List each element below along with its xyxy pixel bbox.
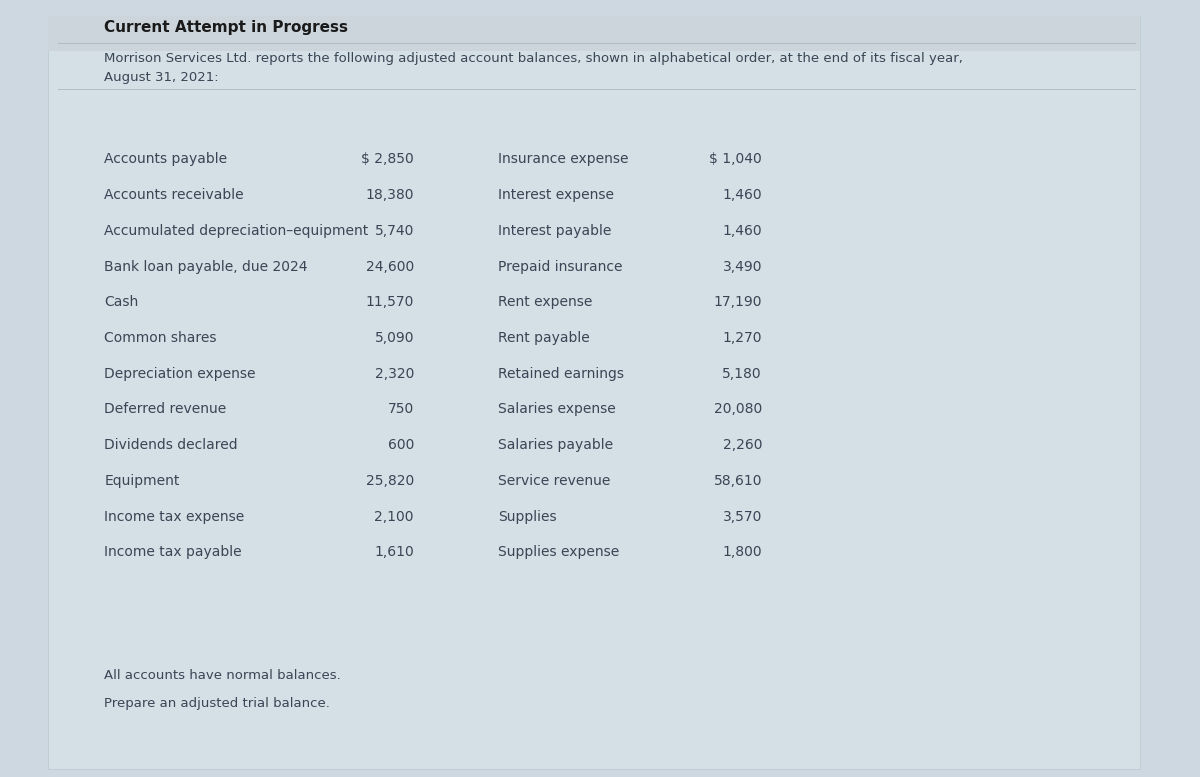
Text: Accounts payable: Accounts payable: [104, 152, 228, 166]
Text: Deferred revenue: Deferred revenue: [104, 402, 227, 416]
Text: 2,260: 2,260: [722, 438, 762, 452]
Text: Prepaid insurance: Prepaid insurance: [498, 260, 623, 274]
Text: 3,570: 3,570: [722, 510, 762, 524]
Text: Salaries expense: Salaries expense: [498, 402, 616, 416]
Text: Income tax payable: Income tax payable: [104, 545, 242, 559]
Text: Service revenue: Service revenue: [498, 474, 611, 488]
Text: 20,080: 20,080: [714, 402, 762, 416]
Text: August 31, 2021:: August 31, 2021:: [104, 71, 220, 84]
Text: Insurance expense: Insurance expense: [498, 152, 629, 166]
Text: 1,800: 1,800: [722, 545, 762, 559]
Text: 25,820: 25,820: [366, 474, 414, 488]
Text: 600: 600: [388, 438, 414, 452]
FancyBboxPatch shape: [48, 16, 1140, 769]
Text: Morrison Services Ltd. reports the following adjusted account balances, shown in: Morrison Services Ltd. reports the follo…: [104, 52, 964, 64]
Text: Cash: Cash: [104, 295, 139, 309]
Text: Equipment: Equipment: [104, 474, 180, 488]
Text: Supplies: Supplies: [498, 510, 557, 524]
Text: Accounts receivable: Accounts receivable: [104, 188, 244, 202]
Text: Retained earnings: Retained earnings: [498, 367, 624, 381]
Text: Interest payable: Interest payable: [498, 224, 611, 238]
Text: 5,090: 5,090: [374, 331, 414, 345]
Text: 1,460: 1,460: [722, 224, 762, 238]
Text: Rent expense: Rent expense: [498, 295, 593, 309]
Text: 58,610: 58,610: [714, 474, 762, 488]
Text: Salaries payable: Salaries payable: [498, 438, 613, 452]
Text: 24,600: 24,600: [366, 260, 414, 274]
Text: Supplies expense: Supplies expense: [498, 545, 619, 559]
Text: 5,180: 5,180: [722, 367, 762, 381]
Text: $ 2,850: $ 2,850: [361, 152, 414, 166]
Text: Rent payable: Rent payable: [498, 331, 589, 345]
Text: Interest expense: Interest expense: [498, 188, 614, 202]
Text: All accounts have normal balances.: All accounts have normal balances.: [104, 670, 341, 682]
Text: 5,740: 5,740: [374, 224, 414, 238]
Text: 2,100: 2,100: [374, 510, 414, 524]
Text: Bank loan payable, due 2024: Bank loan payable, due 2024: [104, 260, 308, 274]
Text: $ 1,040: $ 1,040: [709, 152, 762, 166]
Text: 18,380: 18,380: [366, 188, 414, 202]
FancyBboxPatch shape: [48, 16, 1140, 51]
Text: Accumulated depreciation–equipment: Accumulated depreciation–equipment: [104, 224, 368, 238]
Text: Common shares: Common shares: [104, 331, 217, 345]
Text: 750: 750: [388, 402, 414, 416]
Text: 1,270: 1,270: [722, 331, 762, 345]
Text: Depreciation expense: Depreciation expense: [104, 367, 256, 381]
Text: 3,490: 3,490: [722, 260, 762, 274]
Text: Income tax expense: Income tax expense: [104, 510, 245, 524]
Text: Prepare an adjusted trial balance.: Prepare an adjusted trial balance.: [104, 697, 330, 709]
Text: Dividends declared: Dividends declared: [104, 438, 238, 452]
Text: 17,190: 17,190: [714, 295, 762, 309]
Text: 1,460: 1,460: [722, 188, 762, 202]
Text: 2,320: 2,320: [374, 367, 414, 381]
Text: 11,570: 11,570: [366, 295, 414, 309]
Text: 1,610: 1,610: [374, 545, 414, 559]
Text: Current Attempt in Progress: Current Attempt in Progress: [104, 19, 348, 35]
